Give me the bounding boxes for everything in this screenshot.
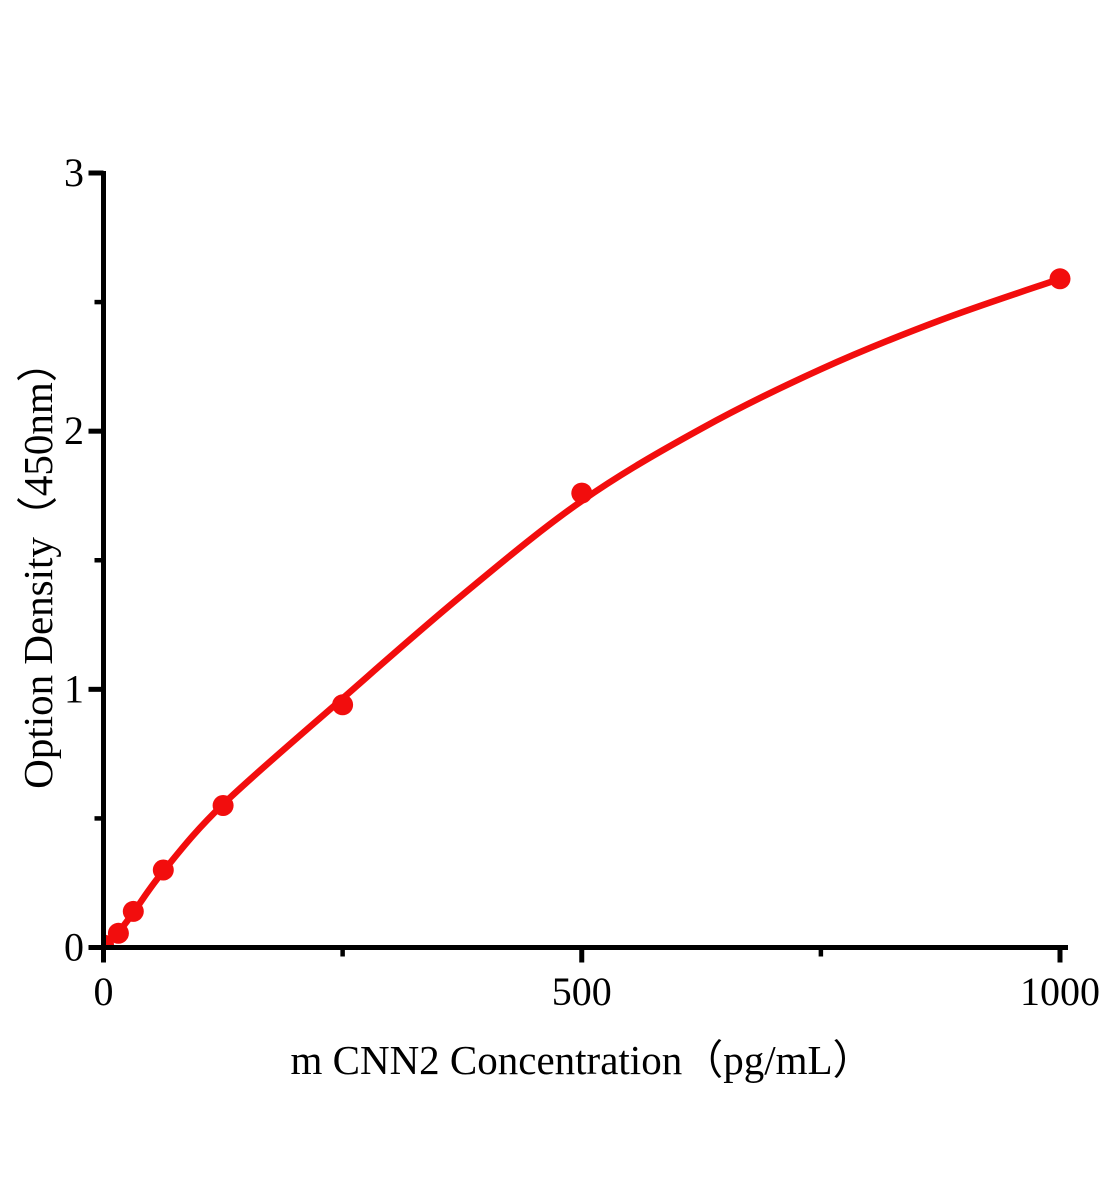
fitted-curve: [103, 275, 1064, 948]
data-point: [122, 900, 144, 922]
y-axis-title: Option Density（450nm）: [15, 341, 61, 789]
axes-layer: 0 500 1000 0 1 2 3: [64, 150, 1100, 1014]
x-tick-label: 500: [552, 969, 612, 1014]
data-point: [1049, 268, 1071, 290]
y-tick-label: 0: [64, 925, 84, 970]
y-tick-label: 3: [64, 150, 84, 195]
x-axis-title: m CNN2 Concentration（pg/mL）: [290, 1037, 873, 1083]
x-tick-label: 0: [94, 969, 114, 1014]
y-tick-label: 1: [64, 666, 84, 711]
data-point: [152, 859, 174, 881]
data-point: [103, 934, 114, 948]
series-layer: [103, 268, 1071, 948]
data-point: [212, 795, 234, 816]
y-tick-label: 2: [64, 408, 84, 453]
data-point: [332, 694, 354, 716]
x-tick-label: 1000: [1020, 969, 1100, 1014]
data-point: [571, 482, 593, 504]
data-point: [107, 922, 129, 944]
